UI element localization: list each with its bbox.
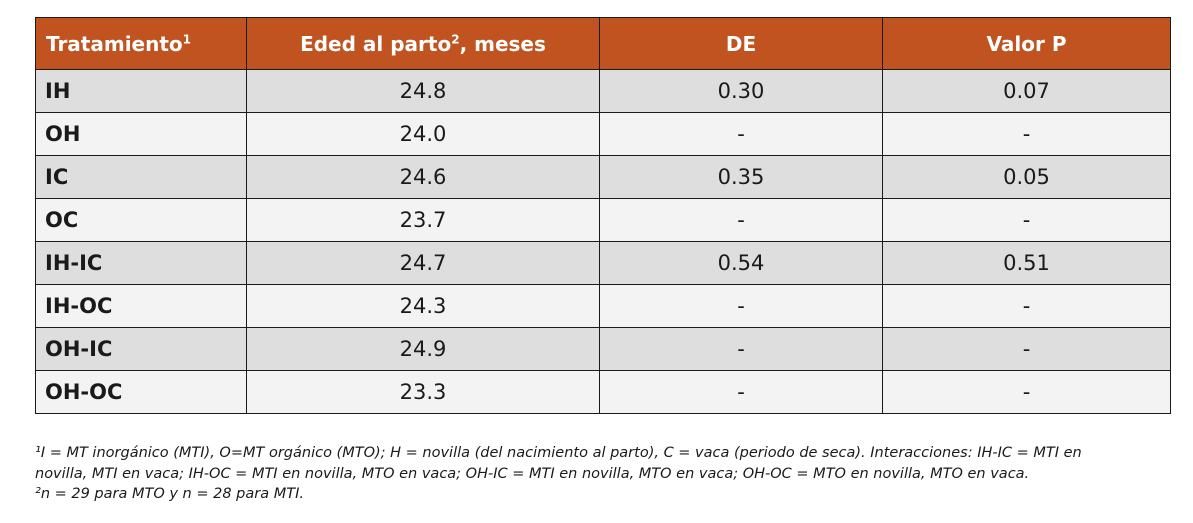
header-tratamiento: Tratamiento1	[35, 17, 247, 70]
cell-de: -	[599, 198, 883, 242]
cell-edad: 24.7	[246, 241, 600, 285]
table-row: IH 24.8 0.30 0.07	[35, 69, 1171, 113]
header-edad-parto-suffix: , meses	[459, 31, 546, 56]
row-label: IH-OC	[35, 284, 247, 328]
footnote-1-line-1: ¹I = MT inorgánico (MTI), O=MT orgánico …	[35, 445, 1082, 461]
table-row: OH-OC 23.3 - -	[35, 370, 1171, 414]
cell-valor-p: 0.07	[882, 69, 1171, 113]
cell-valor-p: -	[882, 327, 1171, 371]
table-row: OC 23.7 - -	[35, 198, 1171, 242]
cell-valor-p: -	[882, 284, 1171, 328]
cell-de: -	[599, 284, 883, 328]
row-label: OH-OC	[35, 370, 247, 414]
cell-de: -	[599, 370, 883, 414]
results-table: Tratamiento1 Eded al parto2, meses DE Va…	[35, 17, 1171, 414]
header-de: DE	[599, 17, 883, 70]
footnote-1-line-2: novilla, MTI en vaca; IH-OC = MTI en nov…	[35, 465, 1030, 482]
row-label: OH-IC	[35, 327, 247, 371]
cell-de: 0.35	[599, 155, 883, 199]
header-row: Tratamiento1 Eded al parto2, meses DE Va…	[35, 17, 1171, 70]
row-label: OH	[35, 112, 247, 156]
cell-edad: 23.7	[246, 198, 600, 242]
cell-de: 0.30	[599, 69, 883, 113]
table-row: IC 24.6 0.35 0.05	[35, 155, 1171, 199]
row-label: IH-IC	[35, 241, 247, 285]
cell-valor-p: -	[882, 198, 1171, 242]
table-row: IH-OC 24.3 - -	[35, 284, 1171, 328]
table-header: Tratamiento1 Eded al parto2, meses DE Va…	[35, 17, 1171, 70]
cell-edad: 24.6	[246, 155, 600, 199]
header-edad-parto: Eded al parto2, meses	[246, 17, 600, 70]
cell-edad: 24.8	[246, 69, 600, 113]
cell-valor-p: -	[882, 112, 1171, 156]
header-tratamiento-footnote-mark: 1	[182, 31, 192, 46]
footnotes: ¹I = MT inorgánico (MTI), O=MT orgánico …	[35, 443, 1175, 505]
row-label: IC	[35, 155, 247, 199]
header-edad-parto-footnote-mark: 2	[451, 31, 460, 46]
cell-valor-p: 0.05	[882, 155, 1171, 199]
cell-edad: 24.0	[246, 112, 600, 156]
cell-de: -	[599, 327, 883, 371]
footnote-2: ²n = 29 para MTO y n = 28 para MTI.	[35, 486, 304, 502]
cell-edad: 24.3	[246, 284, 600, 328]
row-label: IH	[35, 69, 247, 113]
cell-de: 0.54	[599, 241, 883, 285]
cell-de: -	[599, 112, 883, 156]
cell-edad: 23.3	[246, 370, 600, 414]
header-tratamiento-text: Tratamiento	[46, 31, 183, 56]
header-edad-parto-text: Eded al parto	[300, 31, 452, 56]
table-body: IH 24.8 0.30 0.07 OH 24.0 - - IC 24.6 0.…	[35, 69, 1171, 414]
cell-valor-p: 0.51	[882, 241, 1171, 285]
cell-edad: 24.9	[246, 327, 600, 371]
cell-valor-p: -	[882, 370, 1171, 414]
header-valor-p: Valor P	[882, 17, 1171, 70]
table-row: IH-IC 24.7 0.54 0.51	[35, 241, 1171, 285]
table-row: OH 24.0 - -	[35, 112, 1171, 156]
table-row: OH-IC 24.9 - -	[35, 327, 1171, 371]
row-label: OC	[35, 198, 247, 242]
